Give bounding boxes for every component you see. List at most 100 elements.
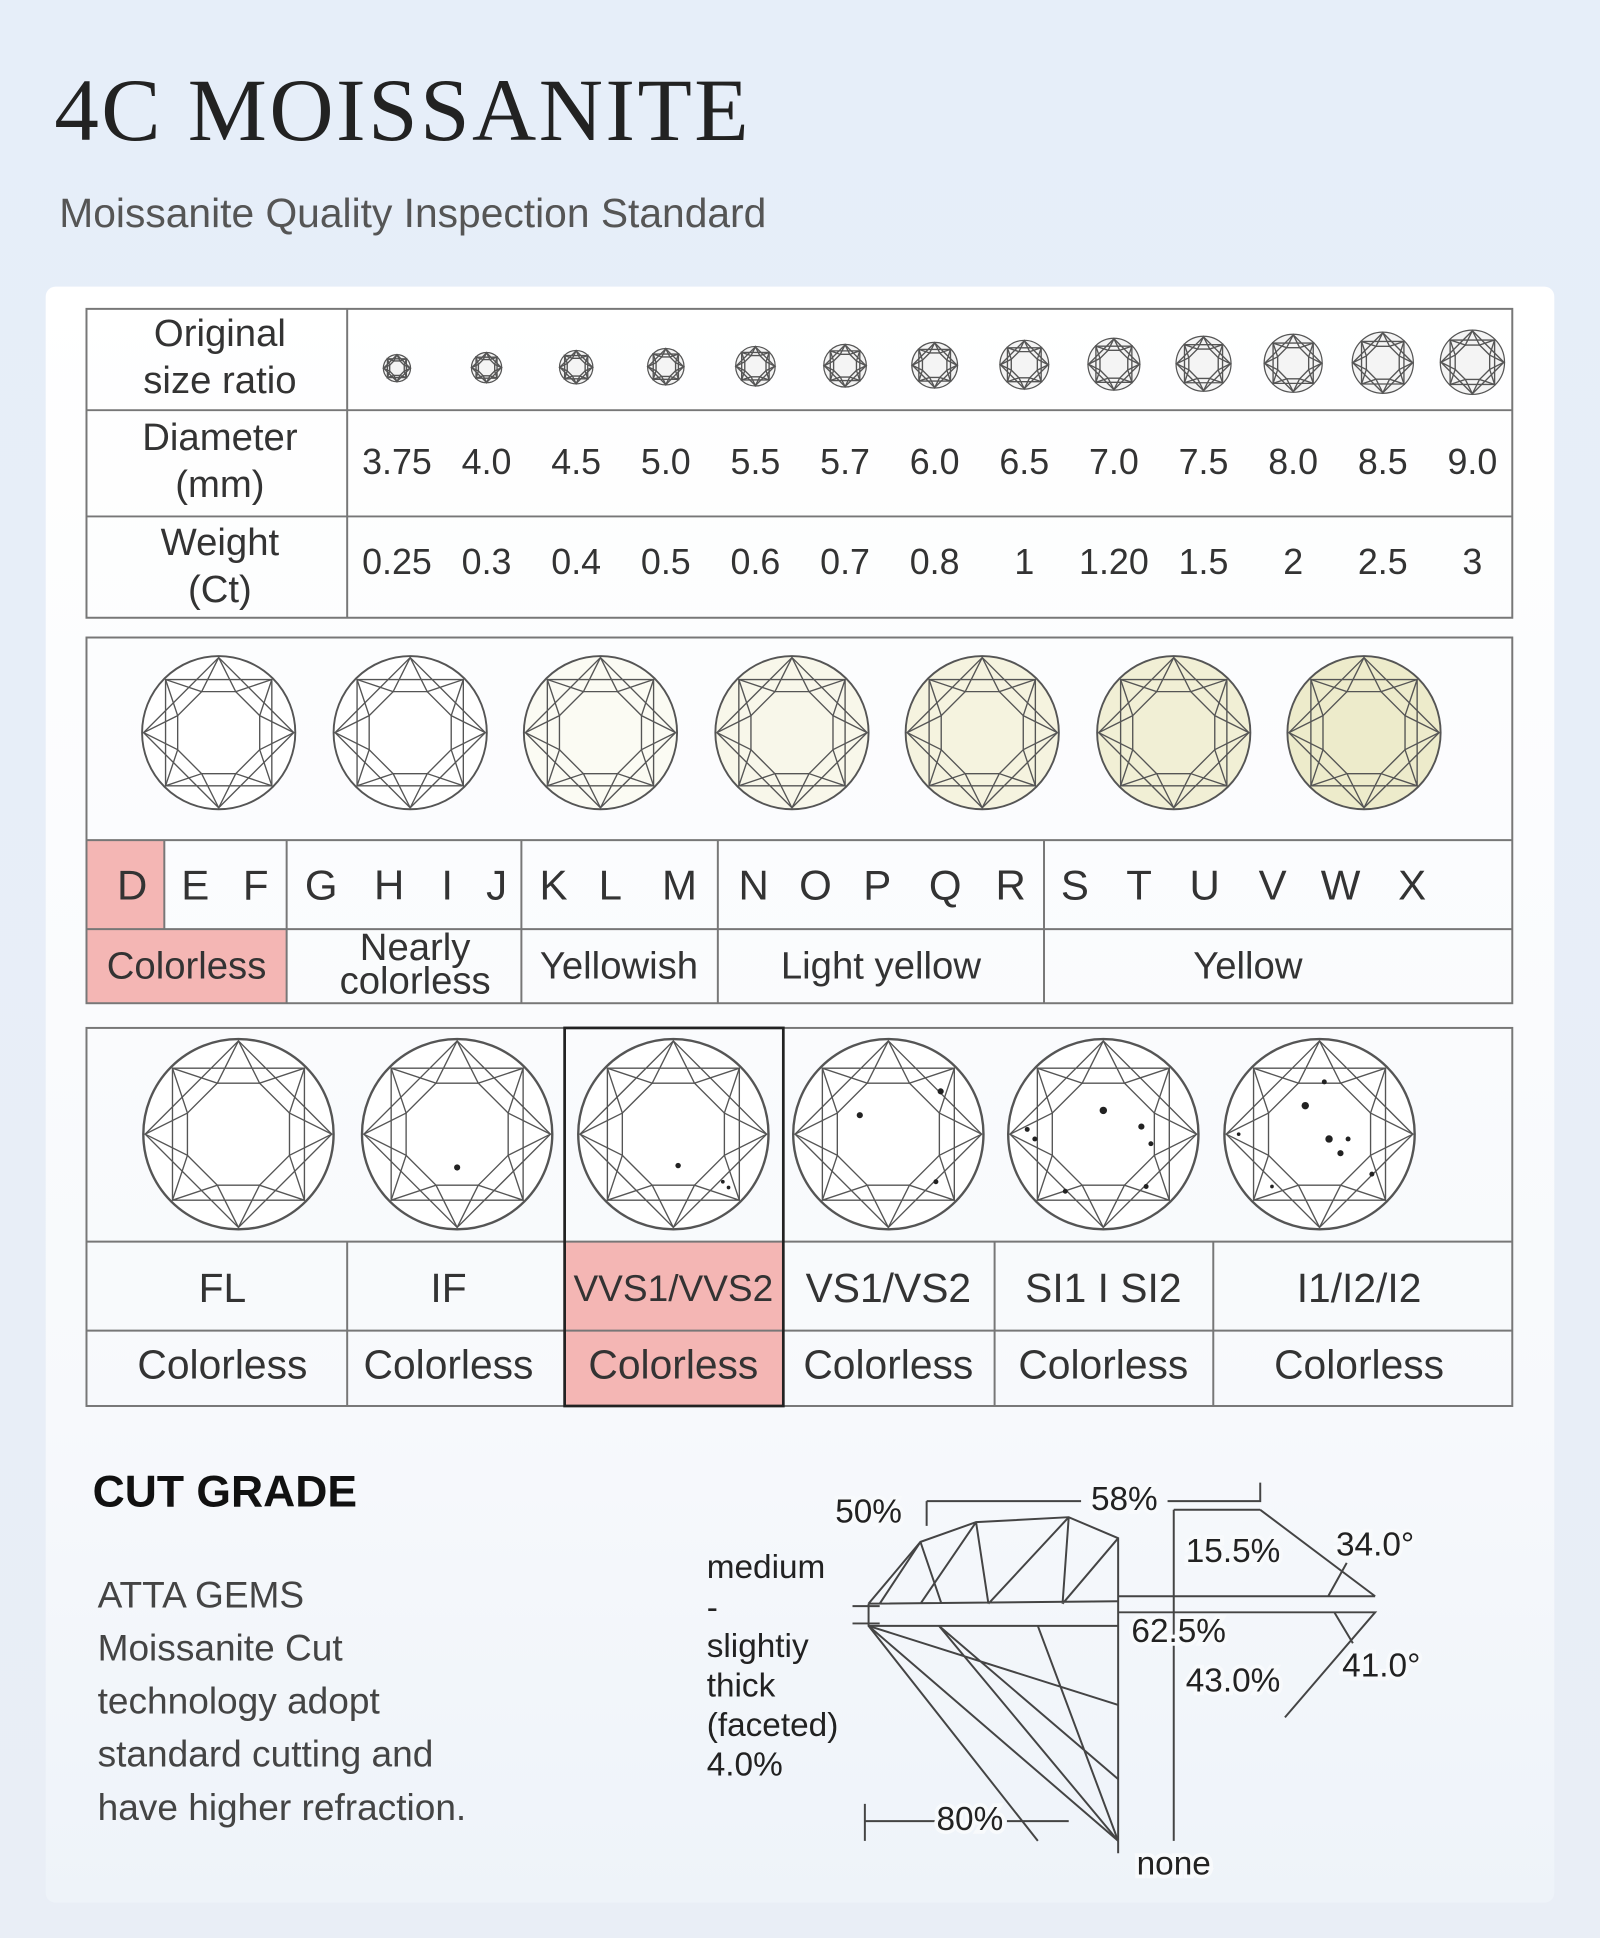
facet-square xyxy=(738,678,846,787)
facet-square xyxy=(794,1039,983,1229)
cut-description: ATTA GEMS xyxy=(98,1573,305,1615)
inclusion xyxy=(1024,1126,1030,1132)
facet-square xyxy=(171,1067,306,1201)
weight: 0.3 xyxy=(462,542,512,582)
weight: 0.8 xyxy=(910,542,960,582)
color-letter: F xyxy=(243,861,269,908)
diagram-label: 50% xyxy=(835,1493,902,1530)
facet-star xyxy=(646,347,686,387)
clarity-color: Colorless xyxy=(137,1341,307,1387)
diameter: 8.5 xyxy=(1358,442,1408,482)
row-label: Weight xyxy=(161,521,280,564)
inclusion xyxy=(1148,1141,1154,1147)
girdle-label: medium xyxy=(707,1549,826,1586)
weight: 0.5 xyxy=(641,542,691,582)
dimension-lines xyxy=(852,1482,1378,1854)
crown-facets xyxy=(868,1516,1119,1627)
highlight-cell xyxy=(564,1241,784,1406)
color-letter: S xyxy=(1061,861,1089,908)
crown-outline xyxy=(867,1516,1120,1841)
facet-square xyxy=(1097,656,1250,809)
weight: 3 xyxy=(1462,542,1482,582)
color-letter: G xyxy=(305,861,338,908)
facet-square xyxy=(1036,1067,1170,1201)
facet-square xyxy=(1183,344,1224,384)
facet-square xyxy=(1119,678,1228,787)
diagram-label: 58% xyxy=(1091,1481,1158,1518)
facet-square xyxy=(1263,333,1323,393)
diameter: 5.0 xyxy=(641,442,691,482)
diamond-icon xyxy=(904,655,1060,811)
diagram-label: 34.0° xyxy=(1336,1527,1414,1564)
facet-square xyxy=(1006,347,1042,383)
cut-description: have higher refraction. xyxy=(98,1786,467,1828)
color-letter: D xyxy=(117,861,147,908)
facet-star xyxy=(793,1039,984,1229)
facet-star xyxy=(715,656,869,810)
facet-square xyxy=(579,1039,768,1229)
inclusion xyxy=(1062,1188,1068,1194)
color-letter: R xyxy=(995,861,1025,908)
facet-square xyxy=(144,1039,333,1229)
inclusion xyxy=(1236,1132,1241,1137)
inclusion xyxy=(720,1179,725,1184)
facet-square xyxy=(911,341,958,389)
inclusion xyxy=(454,1164,461,1171)
diamond-icon xyxy=(1175,335,1232,393)
diamond-outline xyxy=(360,1037,554,1231)
facet-square xyxy=(356,678,464,787)
facet-star xyxy=(1086,337,1141,392)
weight: 0.6 xyxy=(731,542,781,582)
diameter: 9.0 xyxy=(1448,442,1498,482)
color-letter: I xyxy=(441,861,453,908)
diamond-icon xyxy=(577,1037,770,1231)
diamond-icon xyxy=(1286,655,1442,811)
diagram-label: 43.0% xyxy=(1186,1663,1281,1700)
facet-star xyxy=(1008,1039,1199,1229)
inclusion xyxy=(1138,1123,1145,1130)
inclusion xyxy=(1345,1136,1351,1142)
facet-square xyxy=(546,678,655,787)
facet-star xyxy=(998,339,1050,391)
facet-square xyxy=(741,351,770,381)
clarity-color: Colorless xyxy=(364,1341,534,1387)
facet-square xyxy=(829,350,861,382)
inclusion xyxy=(1143,1184,1149,1189)
facet-star xyxy=(382,353,412,384)
inclusion xyxy=(1301,1101,1309,1110)
color-letter: N xyxy=(738,861,768,908)
diameter: 6.0 xyxy=(910,442,960,482)
row-label: Diameter xyxy=(142,416,298,459)
row-label: (Ct) xyxy=(188,568,252,611)
color-letter: P xyxy=(863,861,891,908)
color-group-label: Yellowish xyxy=(540,945,698,988)
girdle-label: 4.0% xyxy=(707,1747,783,1784)
facet-star xyxy=(558,349,595,386)
diagram-label: 80% xyxy=(937,1801,1004,1838)
facet-square xyxy=(164,678,273,787)
cut-description: standard cutting and xyxy=(98,1733,434,1775)
diamond-icon xyxy=(1096,655,1252,811)
clarity-table xyxy=(85,1026,1514,1407)
facet-square xyxy=(390,1067,524,1201)
diagram-label: 62.5% xyxy=(1131,1613,1226,1650)
clarity-color: Colorless xyxy=(803,1341,973,1387)
size-table xyxy=(85,307,1514,619)
clarity-color: Colorless xyxy=(1018,1341,1188,1387)
color-letter: M xyxy=(662,861,697,908)
facet-square xyxy=(1287,656,1441,809)
facet-star xyxy=(905,656,1059,810)
facet-square xyxy=(823,343,867,388)
facet-square xyxy=(1175,335,1232,392)
diamond-icon xyxy=(792,1037,985,1231)
row-label: Original xyxy=(154,312,286,355)
diamond-outline xyxy=(1223,1037,1416,1231)
diamond-icon xyxy=(360,1037,554,1231)
color-letter: E xyxy=(181,861,209,908)
facet-star xyxy=(578,1039,769,1229)
clarity-grade: FL xyxy=(199,1265,247,1311)
color-group-label: Yellow xyxy=(1193,945,1303,988)
clarity-grade: I1/I2/I2 xyxy=(1297,1265,1422,1311)
facet-star xyxy=(333,656,487,810)
